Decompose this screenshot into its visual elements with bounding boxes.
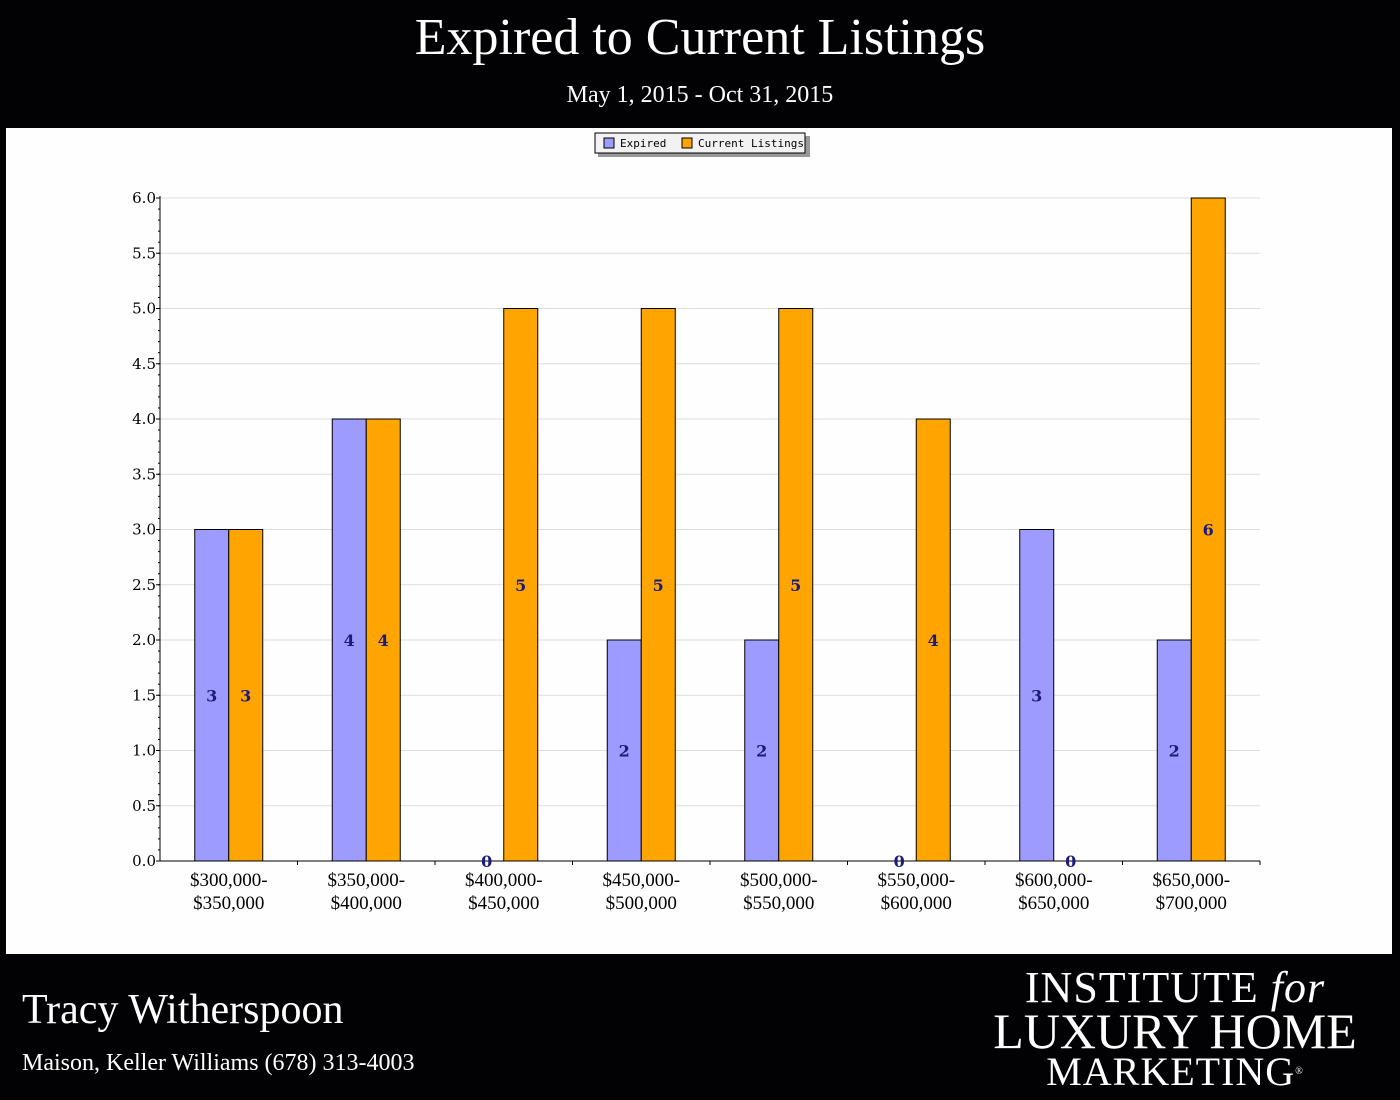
data-label-current: 0	[1065, 852, 1076, 871]
logo-line1: INSTITUTE for	[960, 966, 1390, 1010]
bar-current	[640, 308, 676, 862]
header: Expired to Current Listings May 1, 2015 …	[0, 0, 1400, 128]
bar-expired	[331, 418, 367, 862]
data-label-expired: 2	[619, 742, 630, 761]
legend-label-expired: Expired	[620, 137, 666, 150]
x-tick-label: $700,000	[1156, 893, 1227, 914]
logo-line3: MARKETING®	[960, 1052, 1390, 1092]
data-label-expired: 0	[894, 852, 905, 871]
data-label-expired: 3	[1031, 686, 1042, 705]
bar-expired	[194, 529, 230, 862]
x-tick-label: $600,000-	[1015, 870, 1093, 891]
bar-chart: 0.0 0.5 1.0 1.5 2.0 2.5 3.0 3.5 4.0 4.5 5.0 5.5 6.0 3…	[132, 132, 1261, 914]
bar-expired	[1019, 529, 1055, 862]
x-tick-label: $400,000	[331, 893, 402, 914]
bar-current	[228, 529, 264, 862]
bar-expired	[744, 639, 780, 862]
data-label-expired: 0	[481, 852, 492, 871]
y-tick-label: 6.0	[132, 189, 156, 207]
bar-current	[1190, 197, 1226, 862]
x-tick-label: $350,000-	[327, 870, 405, 891]
bar-expired	[606, 639, 642, 862]
bar-current	[778, 308, 814, 862]
bar-current	[365, 418, 401, 862]
data-label-expired: 2	[756, 742, 767, 761]
y-tick-label: 4.0	[132, 410, 156, 428]
data-label-expired: 3	[206, 686, 217, 705]
x-tick-label: $350,000	[193, 893, 264, 914]
y-tick-label: 3.0	[132, 521, 156, 539]
y-tick-label: 3.5	[132, 465, 156, 483]
bar-current	[503, 308, 539, 862]
x-tick-label: $300,000-	[190, 870, 268, 891]
x-tick-label: $650,000	[1018, 893, 1089, 914]
legend-swatch-current	[681, 137, 693, 149]
legend-label-current: Current Listings	[698, 137, 804, 150]
logo-word-institute: INSTITUTE	[1024, 963, 1259, 1012]
x-tick-label: $500,000	[606, 893, 677, 914]
x-tick-label: $650,000-	[1152, 870, 1230, 891]
y-tick-label: 1.0	[132, 742, 156, 760]
data-label-expired: 2	[1169, 742, 1180, 761]
y-tick-label: 2.0	[132, 631, 156, 649]
chart-subtitle: May 1, 2015 - Oct 31, 2015	[566, 82, 834, 108]
x-tick-label: $550,000	[743, 893, 814, 914]
legend: Expired Current Listings	[594, 132, 810, 157]
chart-panel: 0.0 0.5 1.0 1.5 2.0 2.5 3.0 3.5 4.0 4.5 5.0 5.5 6.0 3…	[6, 128, 1392, 954]
legend-box	[594, 132, 806, 154]
logo-word-for: for	[1270, 963, 1326, 1012]
y-tick-label: 5.5	[132, 244, 156, 262]
data-label-current: 5	[790, 576, 801, 595]
agent-name: Tracy Witherspoon	[22, 987, 344, 1033]
logo-line2: LUXURY HOME	[993, 1003, 1357, 1059]
y-tick-label: 1.5	[132, 686, 156, 704]
bar-current	[915, 418, 951, 862]
y-tick-label: 0.5	[132, 797, 156, 815]
footer: Tracy Witherspoon Maison, Keller William…	[0, 956, 1400, 1100]
y-tick-label: 2.5	[132, 576, 156, 594]
x-tick-label: $450,000-	[602, 870, 680, 891]
x-tick-label: $450,000	[468, 893, 539, 914]
legend-swatch-expired	[603, 137, 615, 149]
data-label-current: 6	[1203, 521, 1214, 540]
y-tick-label: 0.0	[132, 852, 156, 870]
y-tick-label: 5.0	[132, 300, 156, 318]
chart-title: Expired to Current Listings	[414, 9, 986, 66]
logo-word-marketing: MARKETING	[1046, 1049, 1296, 1094]
data-label-expired: 4	[344, 631, 355, 650]
agent-details: Maison, Keller Williams (678) 313-4003	[22, 1050, 415, 1076]
y-tick-label: 4.5	[132, 355, 156, 373]
data-label-current: 5	[515, 576, 526, 595]
registered-mark: ®	[1295, 1066, 1304, 1077]
data-label-current: 4	[378, 631, 389, 650]
x-tick-label: $400,000-	[465, 870, 543, 891]
x-tick-label: $500,000-	[740, 870, 818, 891]
x-tick-label: $600,000	[881, 893, 952, 914]
data-label-current: 3	[240, 686, 251, 705]
institute-logo: INSTITUTE for LUXURY HOME MARKETING®	[960, 966, 1390, 1096]
data-label-current: 5	[653, 576, 664, 595]
x-tick-label: $550,000-	[877, 870, 955, 891]
data-label-current: 4	[928, 631, 939, 650]
